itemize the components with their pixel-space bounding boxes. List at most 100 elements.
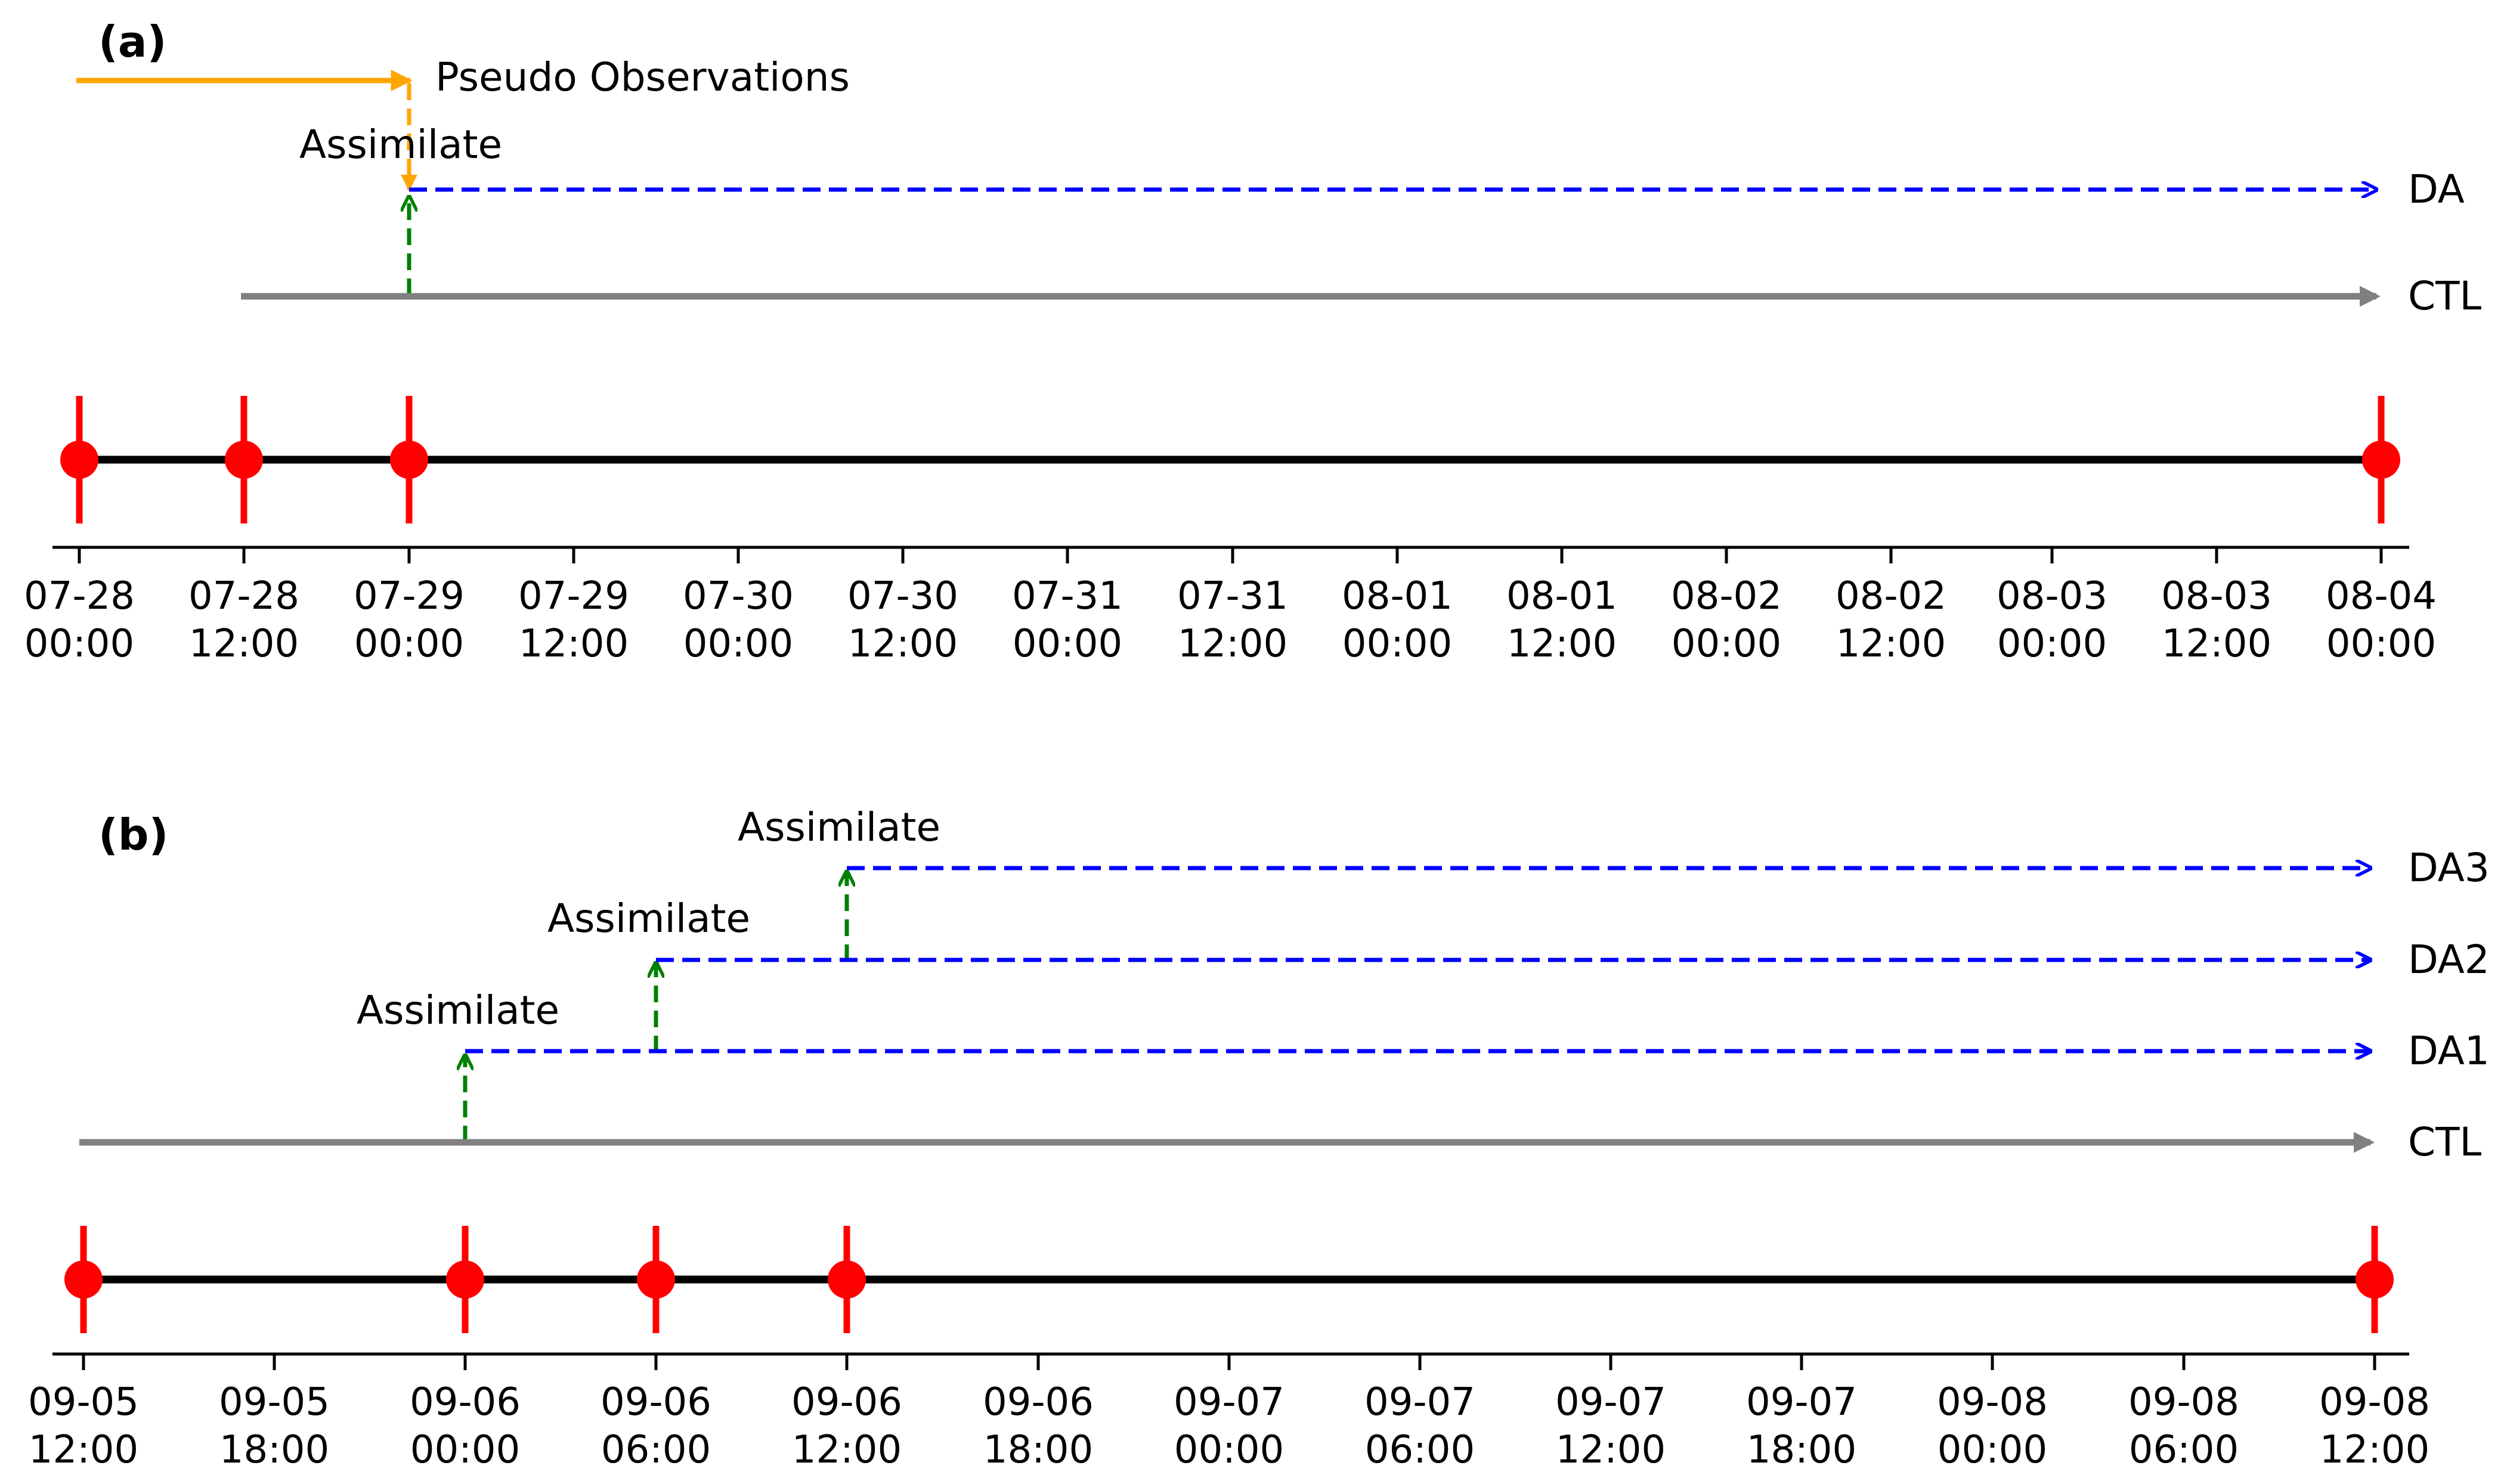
panel-a-label: (a) [98,17,166,67]
tick-label-a-1-time: 12:00 [189,622,299,666]
tick-b-3: 09-06 06:00 [601,1354,711,1472]
tick-label-a-11-date: 08-02 [1836,574,1946,618]
run-label-da3: DA3 [2408,845,2490,891]
run-da3: Assimilate DA3 [738,804,2490,961]
tick-a-10: 08-02 00:00 [1671,547,1782,666]
tick-b-7: 09-07 06:00 [1364,1354,1475,1472]
tick-label-a-12-time: 00:00 [1997,622,2107,666]
marker-09-08-1200 [2356,1226,2394,1333]
panel-b-label: (b) [98,810,168,860]
tick-label-a-4-time: 00:00 [683,622,793,666]
tick-label-a-4-date: 07-30 [683,574,794,618]
run-label-da: DA [2408,166,2465,212]
tick-label-a-3-time: 12:00 [519,622,629,666]
tick-label-b-9-time: 18:00 [1747,1428,1856,1472]
tick-label-b-10-date: 09-08 [1937,1380,2048,1424]
tick-label-a-10-date: 08-02 [1671,574,1782,618]
tick-label-b-2-date: 09-06 [410,1380,521,1424]
tick-a-9: 08-01 12:00 [1506,547,1617,666]
tick-b-11: 09-08 06:00 [2128,1354,2239,1472]
x-axis-b: 09-05 12:00 09-05 18:00 09-06 00:00 09-0… [28,1352,2430,1472]
tick-b-9: 09-07 18:00 [1746,1354,1857,1472]
tick-b-12: 09-08 12:00 [2319,1354,2430,1472]
marker-07-29-0000 [390,396,428,523]
run-da: Assimilate DA [299,122,2465,295]
tick-b-2: 09-06 00:00 [410,1354,521,1472]
panel-b: (b) Assimilate DA3 Assimilate DA2 Assimi… [28,804,2490,1472]
tick-b-6: 09-07 00:00 [1174,1354,1285,1472]
tick-a-13: 08-03 12:00 [2161,547,2272,666]
tick-label-a-6-date: 07-31 [1012,574,1123,618]
tick-label-b-5-time: 18:00 [983,1428,1093,1472]
tick-b-10: 09-08 00:00 [1937,1354,2048,1472]
tick-label-a-13-date: 08-03 [2161,574,2272,618]
tick-label-a-9-time: 12:00 [1507,622,1617,666]
marker-09-06-0000 [446,1226,484,1333]
tick-b-1: 09-05 18:00 [219,1354,330,1472]
tick-label-b-12-time: 12:00 [2320,1428,2429,1472]
run-label-ctl-a: CTL [2408,273,2481,319]
tick-label-b-3-time: 06:00 [601,1428,711,1472]
tick-label-a-0-time: 00:00 [24,622,134,666]
tick-label-a-11-time: 12:00 [1836,622,1946,666]
marker-09-06-0600 [637,1226,675,1333]
run-da2: Assimilate DA2 [547,896,2490,1052]
ticks-b: 09-05 12:00 09-05 18:00 09-06 00:00 09-0… [28,1354,2430,1472]
tick-a-7: 07-31 12:00 [1177,547,1288,666]
tick-label-b-2-time: 00:00 [410,1428,520,1472]
tick-b-0: 09-05 12:00 [28,1354,139,1472]
tick-label-b-0-time: 12:00 [29,1428,138,1472]
panel-a: (a) Pseudo Observations Assimilate DA CT… [24,17,2481,666]
marker-07-28-1200 [225,396,263,523]
marker-08-04-0000 [2362,396,2400,523]
tick-label-a-0-date: 07-28 [24,574,135,618]
run-ctl-b: CTL [79,1119,2481,1165]
tick-label-a-8-date: 08-01 [1342,574,1453,618]
run-ctl-a: CTL [241,273,2481,319]
tick-b-4: 09-06 12:00 [791,1354,902,1472]
tick-label-b-12-date: 09-08 [2319,1380,2430,1424]
tick-label-b-11-time: 06:00 [2129,1428,2239,1472]
tick-a-0: 07-28 00:00 [24,547,135,666]
tick-label-a-9-date: 08-01 [1506,574,1617,618]
ticks-a: 07-28 00:00 07-28 12:00 07-29 00:00 07-2… [24,547,2437,666]
pseudo-observations: Pseudo Observations [76,54,850,191]
tick-b-8: 09-07 12:00 [1555,1354,1666,1472]
run-label-ctl-b: CTL [2408,1119,2481,1165]
tick-label-a-7-time: 12:00 [1178,622,1287,666]
run-label-da1: DA1 [2408,1028,2490,1074]
tick-label-b-0-date: 09-05 [28,1380,139,1424]
tick-label-b-8-date: 09-07 [1555,1380,1666,1424]
tick-a-6: 07-31 00:00 [1012,547,1123,666]
run-label-da2: DA2 [2408,937,2490,983]
tick-label-a-7-date: 07-31 [1177,574,1288,618]
tick-a-1: 07-28 12:00 [188,547,299,666]
tick-label-a-1-date: 07-28 [188,574,299,618]
tick-a-3: 07-29 12:00 [518,547,629,666]
assimilate-label-da: Assimilate [299,122,502,168]
tick-label-a-13-time: 12:00 [2162,622,2271,666]
tick-label-a-5-date: 07-30 [847,574,958,618]
tick-label-a-2-date: 07-29 [354,574,465,618]
tick-label-a-3-date: 07-29 [518,574,629,618]
tick-label-b-7-time: 06:00 [1365,1428,1475,1472]
tick-a-14: 08-04 00:00 [2326,547,2437,666]
tick-label-b-1-date: 09-05 [219,1380,330,1424]
tick-label-b-9-date: 09-07 [1746,1380,1857,1424]
run-da1: Assimilate DA1 [357,987,2490,1142]
marker-09-05-1200 [64,1226,103,1333]
tick-label-a-12-date: 08-03 [1997,574,2107,618]
tick-label-b-6-time: 00:00 [1174,1428,1284,1472]
pseudo-observations-label: Pseudo Observations [435,54,850,100]
tick-a-2: 07-29 00:00 [354,547,465,666]
marker-07-28-0000 [60,396,98,523]
marker-09-06-1200 [828,1226,866,1333]
tick-label-b-4-time: 12:00 [792,1428,902,1472]
tick-a-12: 08-03 00:00 [1997,547,2107,666]
tick-label-a-8-time: 00:00 [1342,622,1452,666]
assimilate-label-da2: Assimilate [547,896,750,941]
tick-b-5: 09-06 18:00 [983,1354,1094,1472]
tick-label-b-5-date: 09-06 [983,1380,1094,1424]
tick-a-8: 08-01 00:00 [1342,547,1453,666]
